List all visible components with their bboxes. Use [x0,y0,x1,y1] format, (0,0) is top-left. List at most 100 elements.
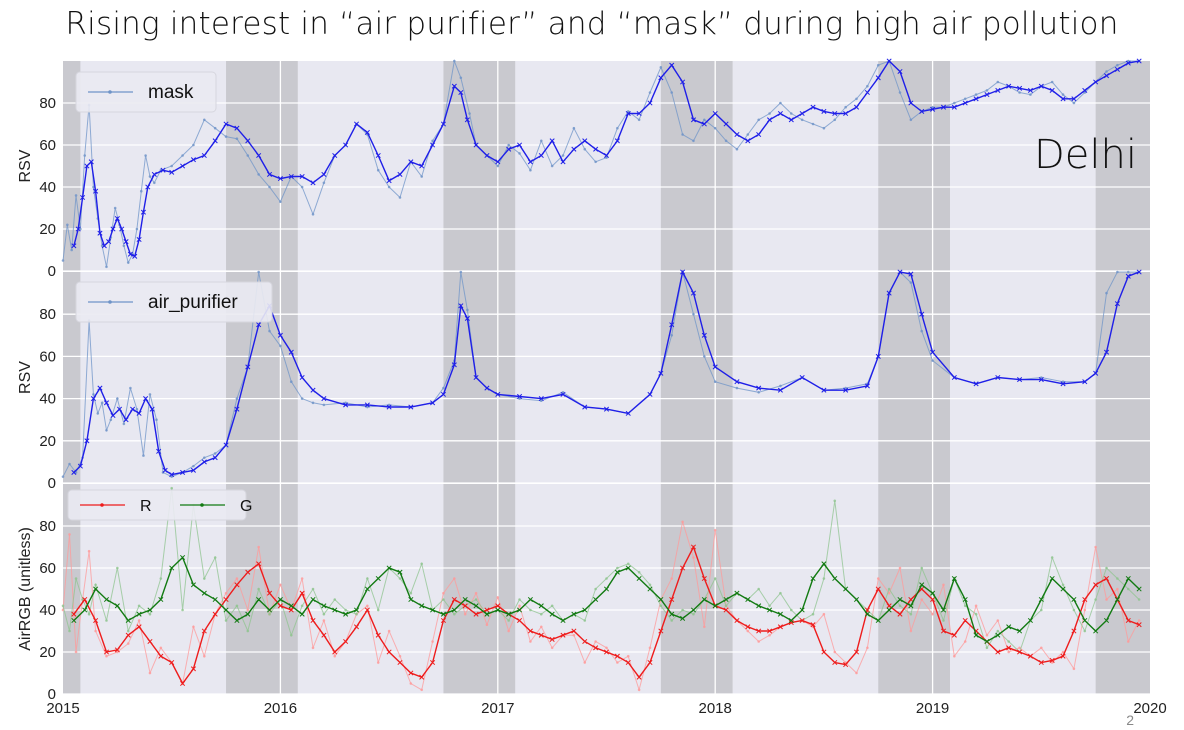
air-purifier-air-purifier-raw-point [96,412,100,415]
x-tick-label: 2017 [481,700,514,717]
air-purifier-y-tick-label: 20 [39,433,56,450]
airrgb-r-raw-point [409,682,413,685]
airrgb-y-tick-labels: 0 20 40 60 80 [39,518,56,703]
airrgb-g-smoothed-point [1071,596,1077,603]
mask-mask-smoothed-point [132,253,138,259]
airrgb-g-raw-point [1126,587,1130,591]
airrgb-g-raw-point [268,612,271,616]
airrgb-y-tick-label: 0 [48,686,56,703]
mask-mask-raw-point [126,261,130,264]
airrgb-g-smoothed-point [625,565,631,571]
airrgb-g-smoothed-point [256,596,262,603]
airrgb-r-smoothed-point [886,603,892,609]
mask-y-tick-label: 60 [39,137,56,154]
airrgb-g-smoothed-point [234,617,240,624]
air-purifier-y-tick-label: 80 [39,306,56,323]
airrgb-g-smoothed-point [440,611,447,617]
mask-mask-smoothed-point [701,121,707,127]
air-purifier-air-purifier-smoothed-point [951,374,957,381]
mask-mask-raw-point [692,139,695,143]
airrgb-g-smoothed-point [658,596,664,603]
airrgb-r-raw-point [822,612,826,616]
air-purifier-air-purifier-smoothed-point [430,400,436,406]
airrgb-g-raw-point [974,612,978,616]
air-purifier-air-purifier-raw-point [670,334,674,337]
air-purifier-air-purifier-raw-point [105,428,108,432]
airrgb-g-raw-point [203,577,206,580]
airrgb-g-raw-point [985,646,989,650]
mask-mask-smoothed-point [288,173,294,180]
air-purifier-y-tick-label: 60 [39,348,56,365]
air-purifier-air-purifier-smoothed-point [245,364,251,370]
airrgb-r-smoothed-point [745,624,751,630]
air-purifier-air-purifier-raw-point [779,384,782,388]
air-purifier-air-purifier-smoothed-point [90,396,96,402]
airrgb-g-raw-point [300,604,304,608]
airrgb-g-raw-point [583,619,587,622]
airrgb-r-smoothed-point [256,561,262,567]
airrgb-r-smoothed-point [408,670,414,676]
airrgb-g-smoothed-point [843,586,849,592]
airrgb-g-smoothed-point [147,607,153,613]
air-purifier-air-purifier-smoothed-point [538,396,544,402]
airrgb-r-raw-point [1061,650,1065,654]
air-purifier-air-purifier-raw-point [757,390,760,394]
airrgb-g-smoothed-point [277,596,283,603]
mask-mask-smoothed-point [549,138,555,144]
airrgb-g-raw-point [1061,583,1065,587]
airrgb-r-smoothed-point [430,659,436,666]
mask-mask-raw-point [105,265,108,269]
airrgb-g-smoothed-point [582,607,588,613]
mask-shaded-period [878,61,950,271]
mask-mask-smoothed-point [669,62,675,68]
airrgb-g-smoothed-point [223,607,229,613]
airrgb-r-smoothed-point [1060,653,1066,659]
mask-mask-smoothed-point [343,142,349,148]
airrgb-r-raw-point [518,604,521,608]
mask-mask-smoothed-point [625,110,631,117]
airrgb-r-raw-point [126,642,130,645]
airrgb-g-smoothed-point [821,561,827,567]
airrgb-r-smoothed-point [951,632,957,638]
airrgb-r-smoothed-point [169,659,175,666]
mask-mask-smoothed-point [908,100,914,106]
air-purifier-air-purifier-smoothed-point [256,322,262,328]
airrgb-r-smoothed-point [484,607,490,613]
air-purifier-air-purifier-raw-point [116,397,119,400]
air-purifier-air-purifier-smoothed-point [919,311,925,317]
airrgb-r-raw-point [953,654,956,658]
airrgb-r-raw-point [87,549,91,553]
mask-mask-raw-point [1072,101,1076,105]
air-purifier-air-purifier-smoothed-point [516,393,523,400]
airrgb-r-smoothed-point [843,662,849,668]
airrgb-g-raw-point [920,566,924,570]
air-purifier-air-purifier-smoothed-point [864,383,870,389]
mask-mask-raw-point [703,118,706,122]
airrgb-g-raw-point [1050,556,1054,559]
airrgb-g-raw-point [833,499,837,503]
mask-mask-smoothed-point [951,104,957,110]
airrgb-r-smoothed-point [853,649,860,655]
mask-mask-raw-point [61,259,65,262]
airrgb-r-raw-point [224,591,228,595]
mask-mask-smoothed-point [777,110,783,117]
airrgb-g-smoothed-point [614,569,620,575]
mask-mask-raw-point [746,133,750,136]
airrgb-r-raw-point [74,650,78,654]
airrgb-g-raw-point [822,577,826,580]
airrgb-g-smoothed-point [353,607,360,613]
mask-mask-smoothed-point [930,106,936,112]
airrgb-g-raw-point [1007,640,1010,643]
airrgb-r-raw-point [1126,640,1130,643]
mask-gridlines [63,61,1150,272]
airrgb-r-smoothed-point [103,649,110,655]
mask-mask-smoothed-point [212,138,218,144]
airrgb-g-smoothed-point [408,596,414,603]
airrgb-g-raw-point [681,608,684,612]
x-tick-label: 2020 [1133,700,1166,717]
airrgb-r-smoothed-point [701,575,707,582]
airrgb-gridlines [63,484,1150,695]
mask-mask-smoothed-point [1038,83,1044,89]
mask-mask-raw-point [311,213,315,216]
airrgb-r-raw-point [833,650,837,654]
